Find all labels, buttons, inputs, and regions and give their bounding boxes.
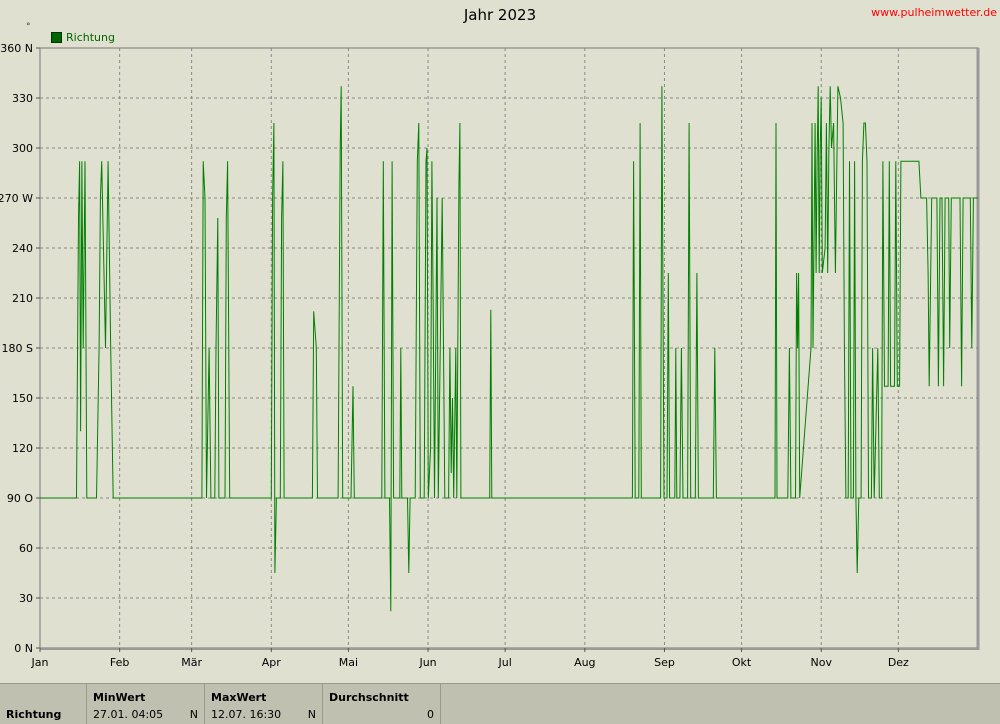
x-tick-label: Aug [574,656,595,669]
x-tick-label: Jun [418,656,436,669]
stats-label-cell: Richtung [0,684,87,724]
x-tick-label: Sep [654,656,675,669]
website-link[interactable]: www.pulheimwetter.de [871,6,997,19]
y-tick-label: 30 [19,592,33,605]
y-tick-label: 210 [12,292,33,305]
stats-row-label: Richtung [6,708,62,721]
y-tick-label: 360 N [0,42,33,55]
stats-min-cell: MinWert 27.01. 04:05 N [87,684,205,724]
y-tick-label: 60 [19,542,33,555]
x-tick-label: Feb [110,656,129,669]
y-tick-label: 240 [12,242,33,255]
min-direction: N [189,708,198,721]
y-tick-label: 270 W [0,192,33,205]
stats-max-cell: MaxWert 12.07. 16:30 N [205,684,323,724]
legend-label: Richtung [66,31,115,44]
max-value: 12.07. 16:30 [211,708,282,721]
series-line-richtung [40,86,978,612]
x-tick-label: Nov [811,656,833,669]
y-tick-label: 120 [12,442,33,455]
stats-avg-cell: Durchschnitt 0 [323,684,441,724]
legend: Richtung [51,31,115,44]
min-value: 27.01. 04:05 [93,708,164,721]
x-tick-label: Mai [339,656,358,669]
max-direction: N [307,708,316,721]
x-tick-label: Mär [181,656,202,669]
min-header: MinWert [93,691,146,704]
x-tick-label: Apr [262,656,282,669]
chart-title: Jahr 2023 [463,6,537,24]
y-tick-label: 300 [12,142,33,155]
avg-value: 0 [427,708,434,721]
legend-swatch [51,32,62,43]
y-tick-label: 150 [12,392,33,405]
chart-area: 0 N 30 60 90 O 120 150 180 S 210 240 270 W 300 330 3… [0,42,980,669]
max-header: MaxWert [211,691,267,704]
x-tick-label: Dez [888,656,909,669]
y-tick-label: 90 O [7,492,33,505]
y-tick-label: 330 [12,92,33,105]
y-tick-label: 0 N [14,642,33,655]
stats-panel: Richtung MinWert 27.01. 04:05 N MaxWert … [0,683,1000,724]
x-tick-label: Jan [31,656,49,669]
avg-header: Durchschnitt [329,691,409,704]
degree-mark: ° [26,22,31,32]
y-tick-label: 180 S [2,342,33,355]
x-tick-label: Jul [498,656,512,669]
x-tick-label: Okt [732,656,752,669]
